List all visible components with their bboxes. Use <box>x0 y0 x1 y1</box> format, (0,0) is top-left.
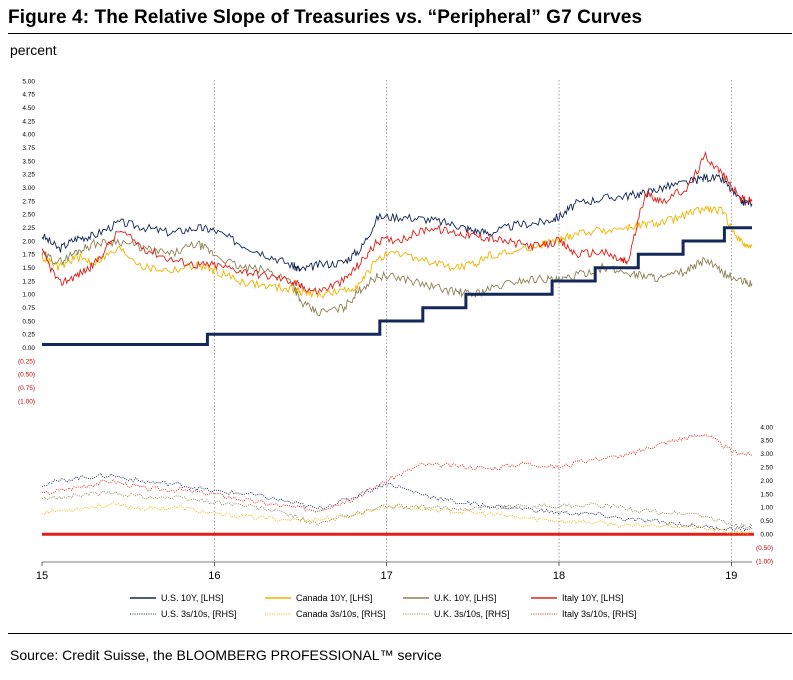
source-rule <box>8 633 792 634</box>
lhs-tick-label: (0.75) <box>18 385 35 392</box>
legend-label: U.S. 3s/10s, [RHS] <box>161 609 237 619</box>
lhs-tick-label: 2.00 <box>22 238 35 245</box>
series-line-uk-3s10s <box>41 490 753 529</box>
x-tick-label: 15 <box>36 570 48 582</box>
source-note: Source: Credit Suisse, the BLOOMBERG PRO… <box>10 647 442 663</box>
legend-label: Canada 3s/10s, [RHS] <box>296 609 386 619</box>
lhs-tick-label: (1.00) <box>18 398 35 405</box>
lhs-tick-label: 1.50 <box>22 265 35 272</box>
rhs-tick-label: 0.50 <box>760 518 773 525</box>
lhs-tick-label: 0.75 <box>22 305 35 312</box>
x-axis: 15 16 17 18 19 <box>36 561 752 582</box>
legend-label: Italy 3s/10s, [RHS] <box>562 609 637 619</box>
lhs-tick-label: 2.75 <box>22 198 35 205</box>
rhs-tick-label: 4.00 <box>760 424 773 431</box>
lhs-tick-label: 2.25 <box>22 225 35 232</box>
lhs-tick-label: 3.25 <box>22 172 35 179</box>
lhs-tick-label: 2.50 <box>22 212 35 219</box>
unit-label: percent <box>10 42 57 58</box>
title-rule <box>8 33 792 34</box>
lhs-tick-label: 4.25 <box>22 118 35 125</box>
series-line-us-10y <box>41 173 753 272</box>
lhs-tick-label: 0.00 <box>22 345 35 352</box>
lhs-tick-label: 4.75 <box>22 92 35 99</box>
x-tick-label: 19 <box>725 570 737 582</box>
lhs-tick-label: 3.00 <box>22 185 35 192</box>
legend-label: U.K. 10Y, [LHS] <box>434 593 496 603</box>
legend-label: U.S. 10Y, [LHS] <box>161 593 223 603</box>
lhs-tick-label: 1.25 <box>22 278 35 285</box>
x-tick-label: 16 <box>208 570 220 582</box>
rhs-tick-label: 0.00 <box>760 532 773 539</box>
legend-label: Canada 10Y, [LHS] <box>296 593 372 603</box>
lhs-axis-ticks: 5.00 4.75 4.50 4.25 4.00 3.75 3.50 3.25 3.00 2.75… <box>18 78 35 405</box>
lhs-tick-label: 0.25 <box>22 332 35 339</box>
rhs-tick-label: (1.00) <box>756 558 773 565</box>
chart-series <box>41 150 754 536</box>
figure-title: Figure 4: The Relative Slope of Treasuri… <box>8 7 643 28</box>
rhs-tick-label: 1.00 <box>760 505 773 512</box>
lhs-tick-label: 4.00 <box>22 132 35 139</box>
legend-label: U.K. 3s/10s, [RHS] <box>434 609 510 619</box>
series-line-italy-10y <box>41 150 753 295</box>
x-tick-label: 18 <box>553 570 565 582</box>
lhs-tick-label: (0.25) <box>18 358 35 365</box>
lhs-tick-label: 0.50 <box>22 318 35 325</box>
series-line-uk-10y <box>41 238 753 317</box>
series-line-canada-3s10s <box>41 502 753 536</box>
lhs-tick-label: 1.00 <box>22 292 35 299</box>
lhs-tick-label: 3.50 <box>22 158 35 165</box>
series-line-us-3s10s <box>41 473 753 532</box>
rhs-tick-label: (0.50) <box>756 545 773 552</box>
rhs-tick-label: 1.50 <box>760 491 773 498</box>
series-line-canada-10y <box>41 204 753 299</box>
legend-label: Italy 10Y, [LHS] <box>562 593 623 603</box>
rhs-axis-ticks: 4.00 3.50 3.00 2.50 2.00 1.50 1.00 0.50 0.00 (0.5… <box>756 424 773 565</box>
series-line-policy-rate <box>42 226 752 346</box>
chart-legend: U.S. 10Y, [LHS] Canada 10Y, [LHS] U.K. 10Y… <box>130 593 637 619</box>
lhs-tick-label: 3.75 <box>22 145 35 152</box>
lhs-tick-label: 5.00 <box>22 78 35 85</box>
lhs-tick-label: 4.50 <box>22 105 35 112</box>
x-tick-label: 17 <box>381 570 393 582</box>
series-line-italy-3s10s <box>41 433 753 513</box>
rhs-tick-label: 2.50 <box>760 465 773 472</box>
chart-grid <box>213 80 732 562</box>
lhs-tick-label: (0.50) <box>18 372 35 379</box>
lhs-tick-label: 1.75 <box>22 252 35 259</box>
rhs-tick-label: 3.50 <box>760 438 773 445</box>
rhs-tick-label: 3.00 <box>760 451 773 458</box>
rhs-tick-label: 2.00 <box>760 478 773 485</box>
